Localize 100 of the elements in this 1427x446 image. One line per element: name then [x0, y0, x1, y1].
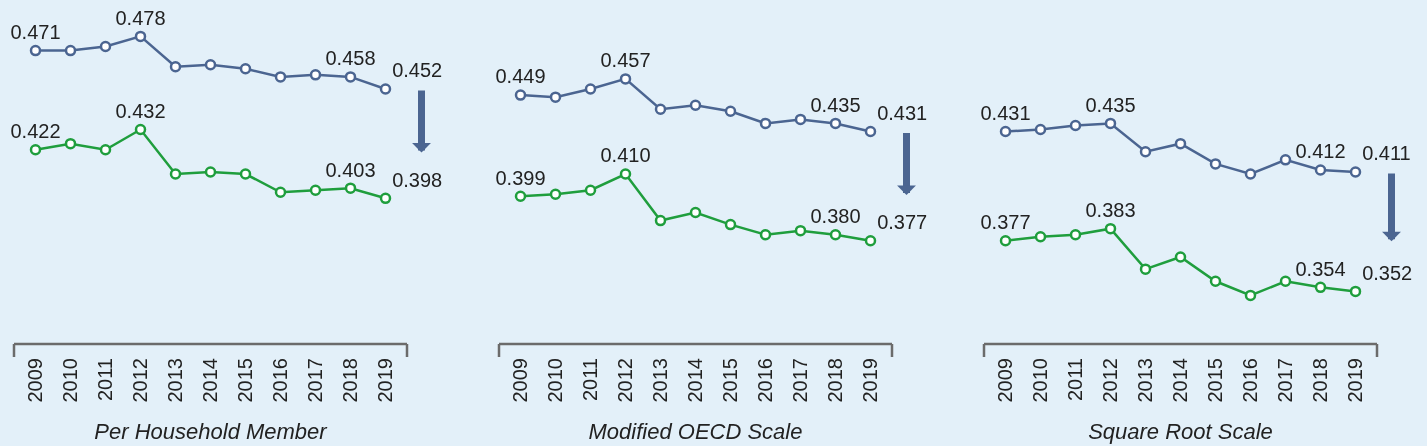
- point: [169, 61, 182, 73]
- x-tick-label: 2011: [94, 358, 116, 402]
- point: [29, 143, 42, 156]
- x-tick-label: 2012: [614, 358, 636, 403]
- x-tick-label: 2010: [544, 358, 566, 403]
- x-tick-label: 2018: [824, 358, 846, 403]
- x-axis-title: Per Household Member: [94, 419, 329, 445]
- data-label: 0.352: [1362, 261, 1413, 284]
- x-tick-label: 2014: [684, 358, 706, 403]
- data-label: 0.380: [810, 205, 861, 228]
- data-label: 0.457: [600, 49, 651, 72]
- data-label: 0.435: [1085, 93, 1136, 116]
- point: [169, 168, 182, 180]
- data-label: 0.471: [10, 20, 61, 43]
- x-tick-label: 2017: [1274, 358, 1296, 403]
- point: [379, 83, 392, 95]
- point: [724, 218, 737, 231]
- x-tick-label: 2009: [994, 358, 1016, 403]
- point: [239, 168, 252, 180]
- data-label: 0.431: [877, 101, 928, 124]
- point: [1034, 123, 1047, 136]
- point: [689, 99, 702, 111]
- data-label: 0.410: [600, 144, 651, 167]
- point: [1244, 168, 1257, 180]
- point: [584, 83, 597, 95]
- point: [1139, 263, 1152, 275]
- x-tick-label: 2013: [164, 358, 186, 403]
- data-label: 0.403: [325, 158, 376, 181]
- point: [829, 228, 842, 241]
- point: [134, 123, 147, 136]
- point: [379, 192, 392, 205]
- data-label: 0.411: [1362, 142, 1411, 165]
- point: [654, 103, 667, 116]
- point: [759, 117, 772, 130]
- x-tick-label: 2012: [129, 358, 151, 403]
- point: [1314, 281, 1327, 294]
- x-tick-label: 2015: [719, 358, 741, 403]
- data-label: 0.412: [1295, 140, 1346, 163]
- point: [309, 184, 322, 196]
- x-tick-label: 2016: [269, 358, 291, 403]
- data-label: 0.354: [1295, 257, 1346, 280]
- point: [999, 125, 1012, 138]
- data-label: 0.377: [980, 211, 1031, 234]
- point: [309, 69, 322, 81]
- x-tick-label: 2019: [1344, 358, 1366, 403]
- point: [584, 184, 597, 196]
- data-label: 0.432: [115, 99, 166, 122]
- point: [654, 214, 667, 227]
- data-label: 0.399: [495, 166, 546, 189]
- point: [29, 44, 42, 57]
- data-label: 0.435: [810, 93, 861, 116]
- point: [1209, 158, 1222, 170]
- point: [999, 235, 1012, 247]
- point: [1104, 222, 1117, 235]
- x-tick-label: 2017: [789, 358, 811, 403]
- point: [64, 44, 77, 57]
- point: [1349, 166, 1362, 178]
- x-tick-label: 2013: [1134, 358, 1156, 403]
- x-tick-label: 2015: [234, 358, 256, 403]
- point: [1069, 119, 1082, 132]
- point: [1139, 146, 1152, 158]
- point: [274, 186, 287, 198]
- point: [549, 91, 562, 103]
- x-tick-label: 2011: [579, 358, 601, 402]
- point: [689, 206, 702, 219]
- data-label: 0.452: [392, 59, 443, 82]
- point: [794, 224, 807, 237]
- point: [514, 190, 527, 203]
- point: [274, 71, 287, 83]
- point: [619, 73, 632, 85]
- point: [619, 168, 632, 180]
- point: [1174, 251, 1187, 263]
- x-tick-label: 2016: [754, 358, 776, 403]
- point: [1279, 154, 1292, 166]
- data-label: 0.431: [980, 101, 1031, 124]
- point: [344, 182, 357, 194]
- point: [1279, 275, 1292, 288]
- data-label: 0.377: [877, 211, 928, 234]
- point: [759, 228, 772, 241]
- data-label: 0.458: [325, 47, 376, 70]
- x-tick-label: 2018: [1309, 358, 1331, 403]
- x-tick-label: 2010: [1029, 358, 1051, 403]
- x-tick-label: 2012: [1099, 358, 1121, 403]
- x-tick-label: 2017: [304, 358, 326, 403]
- data-label: 0.398: [392, 168, 443, 191]
- x-tick-label: 2015: [1204, 358, 1226, 403]
- x-tick-label: 2011: [1064, 358, 1086, 402]
- point: [1174, 137, 1187, 150]
- x-tick-label: 2018: [339, 358, 361, 403]
- point: [1244, 289, 1257, 302]
- data-label: 0.383: [1085, 199, 1136, 222]
- x-tick-label: 2009: [24, 358, 46, 403]
- point: [1104, 117, 1117, 130]
- x-tick-label: 2014: [199, 358, 221, 403]
- point: [794, 113, 807, 126]
- x-axis-title: Modified OECD Scale: [588, 419, 803, 445]
- x-tick-label: 2016: [1239, 358, 1261, 403]
- x-tick-label: 2014: [1169, 358, 1191, 403]
- point: [1034, 231, 1047, 243]
- point: [864, 235, 877, 247]
